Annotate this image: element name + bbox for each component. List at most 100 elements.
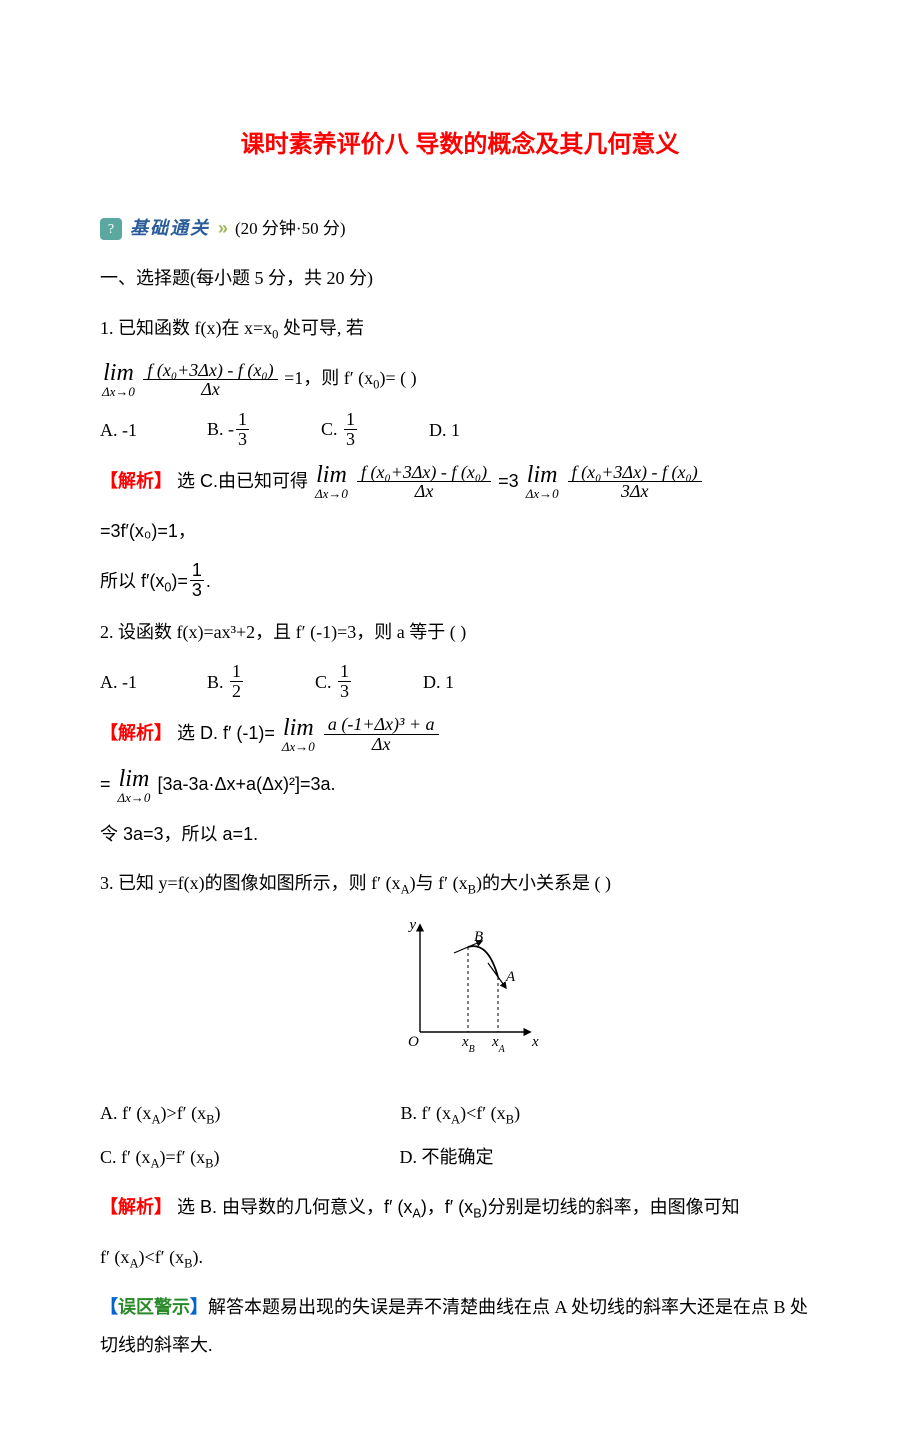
note-label-close: 】 [190,1297,208,1317]
ans2-line2: = lim Δx→0 [3a-3a·Δx+a(Δx)²]=3a. [100,766,820,804]
q2-opt-b-den: 2 [230,681,243,701]
lim-bot: Δx→0 [315,487,348,500]
badge-icon: ? [100,218,122,240]
lim-bot: Δx→0 [526,487,559,500]
q2-opt-d: D. 1 [423,664,454,702]
ans1-line3: 所以 f′(x0)=13. [100,563,820,602]
q3-subB: B [468,883,476,897]
q2-opt-b-num: 1 [230,662,243,681]
ans2-text-a: 选 D. f′ (-1)= [177,723,280,743]
ans1-mid: =3 [498,471,519,491]
ans2-line3: 令 3a=3，所以 a=1. [100,816,820,854]
q1-opt-c-prefix: C. [321,419,342,439]
ans1-line3-a: 所以 f′(x [100,571,164,591]
q2-opt-b-prefix: B. [207,672,228,692]
q3-options-row2: C. f′ (xA)=f′ (xB) D. 不能确定 [100,1139,820,1177]
q3-stem: 3. 已知 y=f(x)的图像如图所示，则 f′ (xA)与 f′ (xB)的大… [100,865,820,903]
q3-subA: A [401,883,410,897]
q2-opt-a: A. -1 [100,664,137,702]
lim-top: lim [526,463,559,487]
chev-icon: » [218,210,225,248]
note-label: 【 [100,1297,118,1317]
q3-opt-d: D. 不能确定 [400,1139,494,1177]
q1-opt-a: A. -1 [100,412,137,450]
ans1-line1: 【解析】 选 C.由已知可得 lim Δx→0 f (x₀+3Δx) - f (… [100,463,820,502]
q2-opt-c-prefix: C. [315,672,336,692]
svg-text:O: O [408,1034,419,1050]
ans3-subA: A [412,1207,420,1221]
q1-frac-num: f (x₀+3Δx) - f (x₀) [143,361,277,380]
q3-options-row1: A. f′ (xA)>f′ (xB) B. f′ (xA)<f′ (xB) [100,1095,820,1133]
timing-text: (20 分钟·50 分) [235,211,345,247]
ans1-line3-num: 1 [190,561,204,580]
q1-opt-b-num: 1 [236,410,249,429]
ans1-frac1-num: f (x₀+3Δx) - f (x₀) [357,463,491,482]
q1-opt-c-num: 1 [344,410,357,429]
lim-icon: lim Δx→0 [315,463,348,500]
svg-text:x: x [531,1034,539,1050]
ans2-frac-den: Δx [324,734,439,754]
q1-opt-c-den: 3 [344,429,357,449]
q2-opt-c-den: 3 [338,681,351,701]
analysis-label: 【解析】 [100,723,172,743]
q1-frac-den: Δx [143,379,277,399]
ans1-text-a: 选 C.由已知可得 [177,471,313,491]
svg-text:y: y [407,917,416,933]
ans3-line2: f′ (xA)<f′ (xB). [100,1239,820,1277]
analysis-label: 【解析】 [100,1197,172,1217]
lim-icon: lim Δx→0 [526,463,559,500]
q3-opt-c: C. f′ (xA)=f′ (xB) [100,1139,220,1177]
q1-options: A. -1 B. -13 C. 13 D. 1 [100,411,820,450]
ans1-frac2-num: f (x₀+3Δx) - f (x₀) [568,463,702,482]
q1-stem-a: 1. 已知函数 f(x)在 x=x [100,318,272,338]
q3-opt-b: B. f′ (xA)<f′ (xB) [401,1095,521,1133]
ans2-line2-b: [3a-3a·Δx+a(Δx)²]=3a. [157,774,335,794]
q2-stem: 2. 设函数 f(x)=ax³+2，且 f′ (-1)=3，则 a 等于 ( ) [100,614,820,652]
lim-top: lim [118,767,151,791]
ans2-line2-a: = [100,774,116,794]
analysis-label: 【解析】 [100,471,172,491]
part1-header: 一、选择题(每小题 5 分，共 20 分) [100,260,820,298]
ans1-line3-den: 3 [190,580,204,600]
q1-opt-b: B. -13 [207,411,251,450]
lim-bot: Δx→0 [102,385,135,398]
ans1-line3-c: . [206,571,211,591]
q2-opt-c-num: 1 [338,662,351,681]
lim-icon: lim Δx→0 [102,361,135,398]
q1-opt-d: D. 1 [429,412,460,450]
q1-stem-b: 处可导, 若 [278,318,364,338]
note-label-text: 误区警示 [118,1297,190,1317]
svg-text:A: A [505,969,516,985]
ans1-frac1-den: Δx [357,481,491,501]
axes-svg: yxOABxBxA [380,917,540,1067]
q2-opt-b: B. 12 [207,664,245,703]
lim-top: lim [315,463,348,487]
q1-opt-b-prefix: B. - [207,419,234,439]
q3-stem-c: )的大小关系是 ( ) [476,873,611,893]
ans3-text-c: )分别是切线的斜率，由图像可知 [482,1197,740,1217]
ans1-line2: =3f′(x₀)=1， [100,513,820,551]
q3-opt-a: A. f′ (xA)>f′ (xB) [100,1095,221,1133]
ans2-frac-num: a (-1+Δx)³ + a [324,715,439,734]
ans3-text-b: )，f′ (x [421,1197,473,1217]
ans3-subB: B [473,1207,481,1221]
svg-text:B: B [474,929,483,945]
q3-stem-a: 3. 已知 y=f(x)的图像如图所示，则 f′ (x [100,873,401,893]
q1-opt-c: C. 13 [321,411,359,450]
ans1-frac1: f (x₀+3Δx) - f (x₀) Δx [357,463,491,502]
svg-text:xB: xB [461,1034,475,1055]
ans3-text-a: 选 B. 由导数的几何意义，f′ (x [177,1197,412,1217]
q1-stem-line1: 1. 已知函数 f(x)在 x=x0 处可导, 若 [100,310,820,348]
q1-frac: f (x₀+3Δx) - f (x₀) Δx [143,361,277,400]
section-head: ? 基础通关 » (20 分钟·50 分) [100,210,820,248]
q2-opt-c: C. 13 [315,664,353,703]
lim-icon: lim Δx→0 [118,767,151,804]
section-label: 基础通关 [126,210,214,248]
q3-figure: yxOABxBxA [100,917,820,1081]
lim-icon: lim Δx→0 [282,716,315,753]
lim-bot: Δx→0 [118,791,151,804]
lim-top: lim [102,361,135,385]
q1-tail: =1，则 f′ (x [284,368,373,388]
q1-tail2: )= ( ) [379,368,416,388]
q3-stem-b: )与 f′ (x [410,873,468,893]
